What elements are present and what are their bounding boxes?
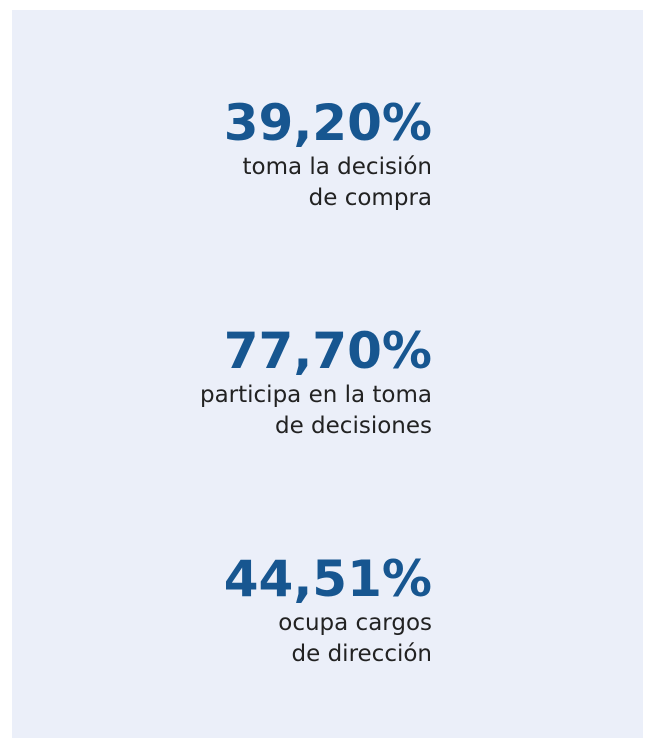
stat-block: 77,70% participa en la toma de decisiones xyxy=(200,322,432,442)
stat-description: de decisiones xyxy=(274,413,432,439)
stat-description: de dirección xyxy=(291,641,432,667)
stat-description: de compra xyxy=(308,185,432,211)
panel: 39,20% toma la decisión de compra 77,70% par… xyxy=(12,10,643,738)
stat-value: 77,70% xyxy=(223,322,432,380)
stat-description: ocupa cargos xyxy=(278,610,432,636)
stat-value: 44,51% xyxy=(223,550,432,608)
stat-description: toma la decisión xyxy=(242,154,432,180)
stat-description: participa en la toma xyxy=(199,382,432,408)
stat-block: 39,20% toma la decisión de compra xyxy=(224,94,432,214)
stat-block: 44,51% ocupa cargos de dirección xyxy=(224,550,432,670)
stat-value: 39,20% xyxy=(223,94,432,152)
